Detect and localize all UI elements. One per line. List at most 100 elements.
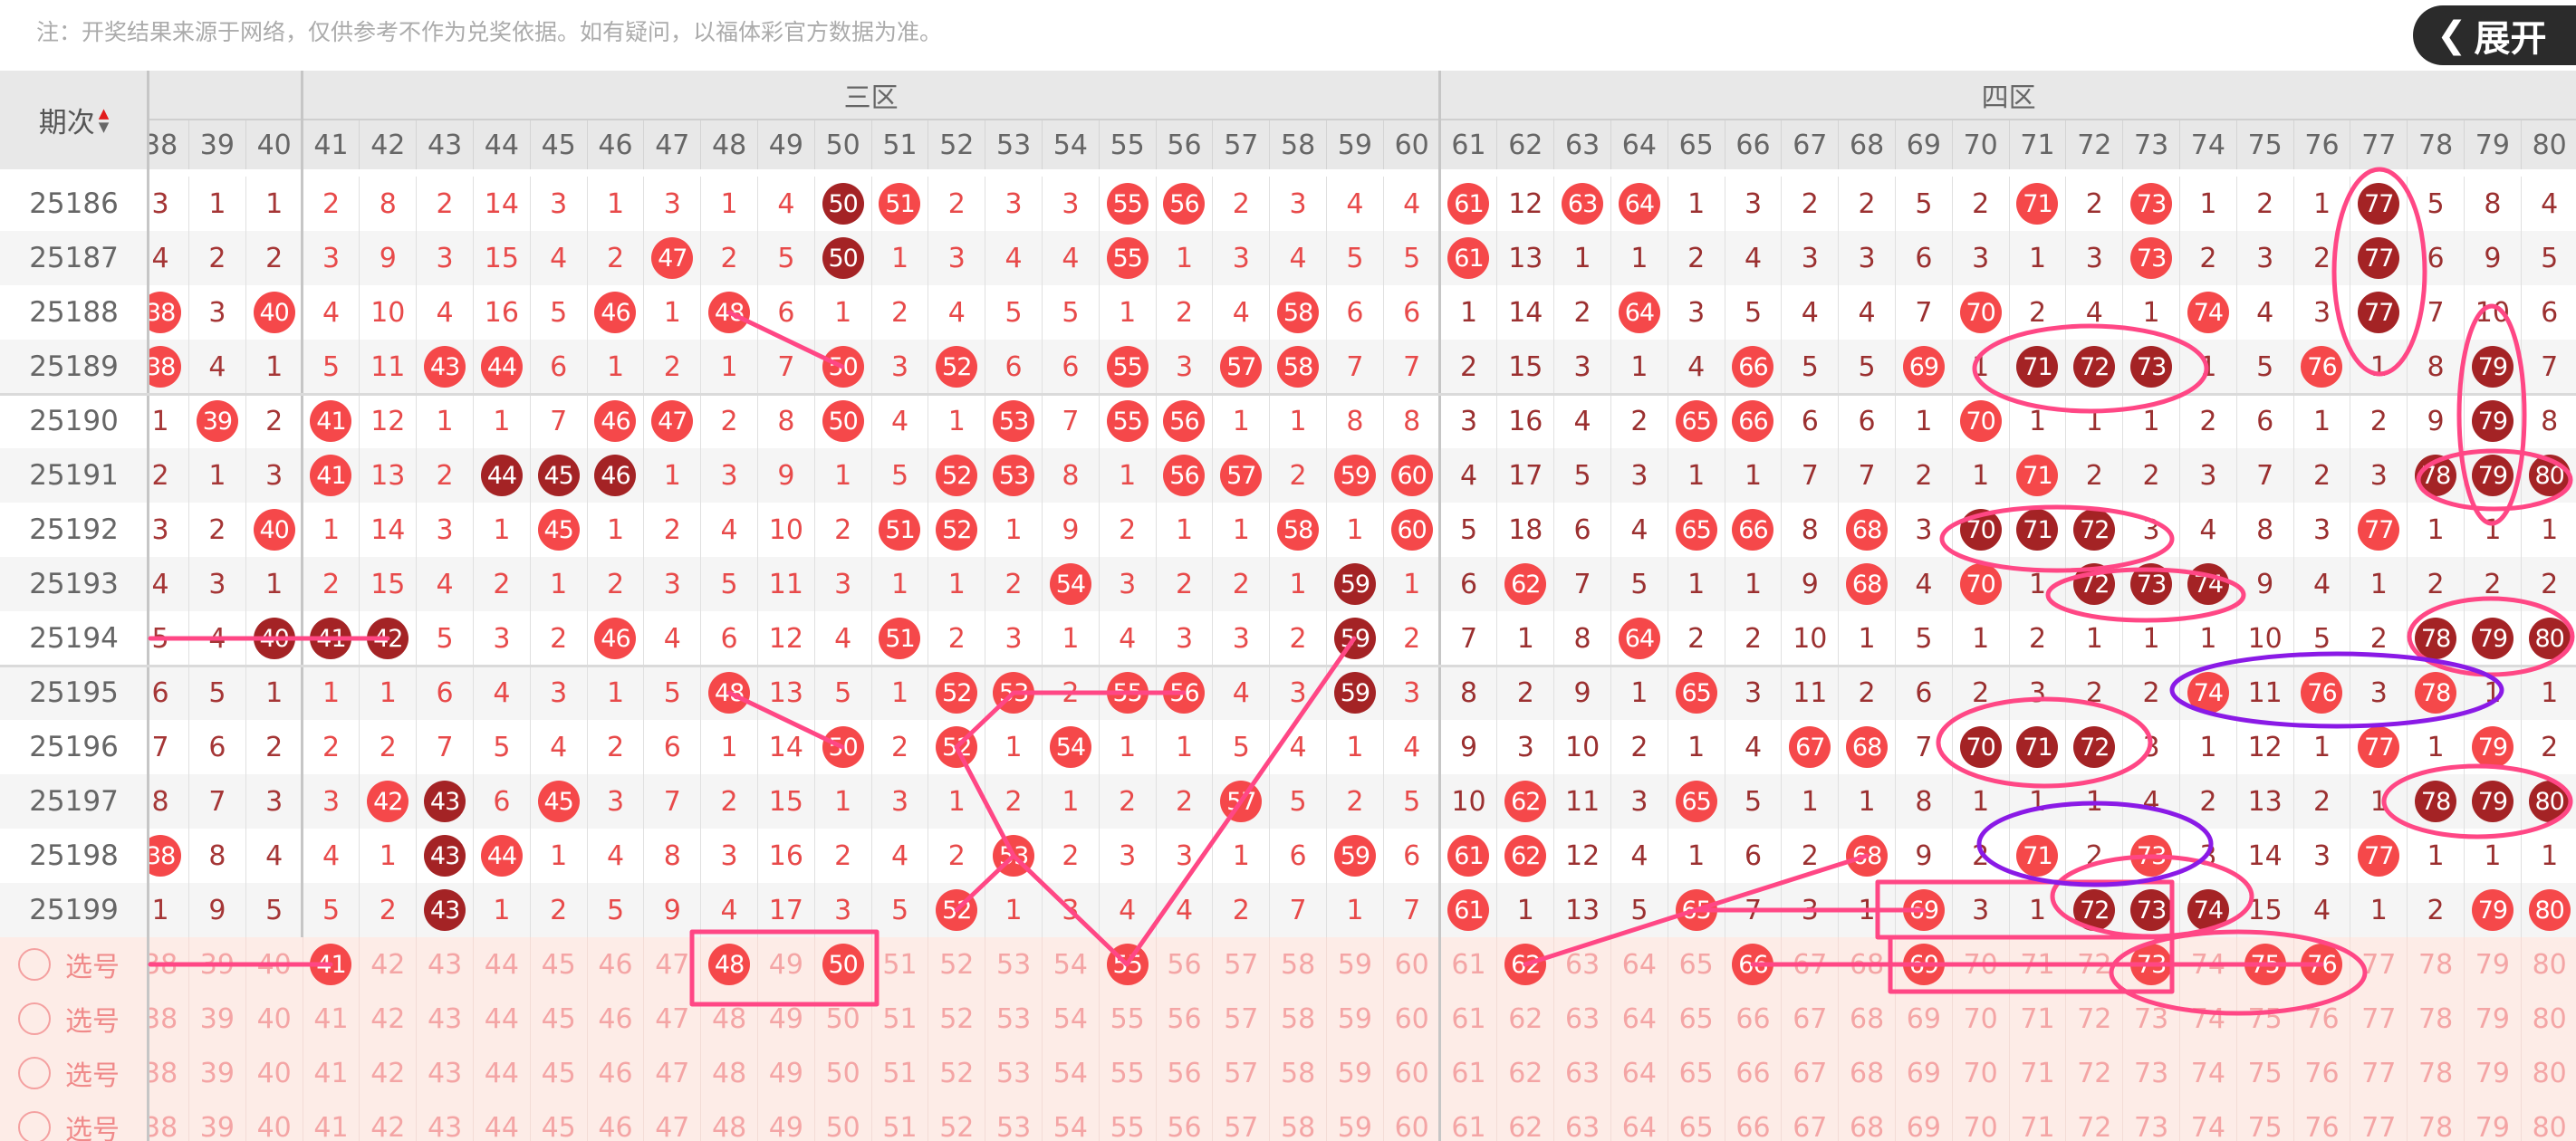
pick-cell[interactable]: 64 [1610, 937, 1668, 992]
pick-cell[interactable]: 48 [700, 992, 757, 1046]
pick-cell[interactable]: 47 [643, 937, 700, 992]
pick-number[interactable]: 65 [1678, 948, 1714, 981]
pick-number[interactable]: 47 [655, 1057, 690, 1089]
pick-number[interactable]: 67 [1793, 1057, 1828, 1089]
pick-cell[interactable]: 72 [2065, 937, 2122, 992]
pick-cell[interactable]: 53 [985, 992, 1042, 1046]
pick-number[interactable]: 53 [995, 948, 1032, 981]
pick-number[interactable]: 73 [2133, 1111, 2169, 1141]
pick-number[interactable]: 63 [1564, 948, 1600, 981]
pick-number[interactable]: 77 [2361, 1057, 2397, 1089]
pick-cell[interactable]: 49 [757, 937, 814, 992]
pick-cell[interactable]: 80 [2520, 1100, 2576, 1141]
pick-number[interactable]: 40 [256, 1111, 292, 1141]
pick-cell[interactable]: 58 [1269, 937, 1326, 992]
pick-number[interactable]: 64 [1621, 948, 1657, 981]
pick-number[interactable]: 74 [2190, 1057, 2225, 1089]
pick-cell[interactable]: 76 [2292, 1046, 2350, 1100]
pick-number[interactable]: 51 [882, 1057, 918, 1089]
pick-cell[interactable]: 70 [1951, 937, 2009, 992]
radio-circle-icon[interactable] [18, 1111, 51, 1141]
pick-cell[interactable]: 60 [1382, 1046, 1440, 1100]
pick-cell[interactable]: 51 [870, 937, 928, 992]
pick-cell[interactable]: 75 [2235, 1046, 2293, 1100]
pick-number[interactable]: 57 [1224, 948, 1259, 981]
pick-number[interactable]: 51 [882, 948, 918, 981]
pick-number[interactable]: 56 [1167, 948, 1202, 981]
pick-number[interactable]: 54 [1053, 1057, 1088, 1089]
pick-number[interactable]: 68 [1849, 1111, 1885, 1141]
pick-number[interactable]: 58 [1280, 1002, 1316, 1035]
pick-number[interactable]: 58 [1280, 1057, 1316, 1089]
pick-cell[interactable]: 50 [813, 937, 871, 992]
pick-cell[interactable]: 58 [1269, 992, 1326, 1046]
pick-cell[interactable]: 56 [1155, 1046, 1213, 1100]
pick-cell[interactable]: 79 [2464, 1100, 2521, 1141]
pick-cell[interactable]: 53 [985, 1046, 1042, 1100]
pick-number[interactable]: 60 [1394, 1002, 1429, 1035]
pick-cell[interactable]: 73 [2122, 1046, 2179, 1100]
pick-cell[interactable]: 44 [473, 1100, 530, 1141]
pick-number[interactable]: 55 [1110, 1002, 1145, 1035]
pick-number[interactable]: 60 [1394, 948, 1429, 981]
pick-number[interactable]: 71 [2020, 1002, 2055, 1035]
pick-number[interactable]: 72 [2077, 948, 2112, 981]
pick-cell[interactable]: 58 [1269, 1100, 1326, 1141]
pick-cell[interactable]: 75 [2235, 992, 2293, 1046]
pick-cell[interactable]: 43 [416, 1100, 473, 1141]
pick-cell[interactable]: 75 [2235, 937, 2293, 992]
pick-cell[interactable]: 76 [2292, 1100, 2350, 1141]
pick-cell[interactable]: 51 [870, 992, 928, 1046]
pick-cell[interactable]: 48 [700, 1100, 757, 1141]
pick-cell[interactable]: 78 [2407, 992, 2464, 1046]
selected-number-ball[interactable]: 75 [2244, 944, 2286, 985]
pick-cell[interactable]: 61 [1439, 937, 1497, 992]
pick-number[interactable]: 45 [541, 1111, 576, 1141]
pick-cell[interactable]: 42 [359, 1046, 416, 1100]
pick-cell[interactable]: 79 [2464, 992, 2521, 1046]
selected-number-ball[interactable]: 48 [708, 944, 751, 985]
pick-cell[interactable]: 41 [302, 1046, 360, 1100]
pick-number[interactable]: 79 [2475, 948, 2510, 981]
pick-cell[interactable]: 61 [1439, 1100, 1497, 1141]
selected-number-ball[interactable]: 69 [1902, 944, 1945, 985]
pick-cell[interactable]: 39 [188, 992, 245, 1046]
pick-number[interactable]: 80 [2532, 948, 2567, 981]
pick-row-toggle[interactable]: 选号 [0, 1046, 148, 1100]
pick-cell[interactable]: 73 [2122, 1100, 2179, 1141]
pick-cell[interactable]: 80 [2520, 992, 2576, 1046]
pick-cell[interactable]: 44 [473, 937, 530, 992]
pick-cell[interactable]: 80 [2520, 1046, 2576, 1100]
pick-number[interactable]: 76 [2304, 1057, 2340, 1089]
pick-number[interactable]: 43 [427, 1057, 463, 1089]
pick-cell[interactable]: 71 [2008, 937, 2066, 992]
pick-cell[interactable]: 73 [2122, 992, 2179, 1046]
pick-number[interactable]: 39 [199, 1111, 235, 1141]
pick-cell[interactable]: 62 [1496, 1046, 1553, 1100]
pick-number[interactable]: 55 [1110, 1057, 1145, 1089]
pick-number[interactable]: 78 [2417, 1111, 2454, 1141]
pick-number[interactable]: 40 [256, 1057, 292, 1089]
pick-cell[interactable]: 60 [1382, 937, 1440, 992]
pick-cell[interactable]: 57 [1212, 992, 1269, 1046]
pick-number[interactable]: 68 [1849, 1002, 1885, 1035]
pick-number[interactable]: 66 [1735, 1111, 1771, 1141]
pick-number[interactable]: 68 [1849, 948, 1885, 981]
pick-cell[interactable]: 62 [1496, 937, 1553, 992]
pick-cell[interactable]: 44 [473, 992, 530, 1046]
pick-cell[interactable]: 77 [2350, 937, 2407, 992]
pick-number[interactable]: 63 [1564, 1057, 1600, 1089]
pick-cell[interactable]: 54 [1042, 1046, 1099, 1100]
pick-cell[interactable]: 79 [2464, 1046, 2521, 1100]
pick-cell[interactable]: 63 [1553, 1046, 1610, 1100]
pick-cell[interactable]: 77 [2350, 992, 2407, 1046]
pick-number[interactable]: 47 [655, 1111, 690, 1141]
pick-number[interactable]: 69 [1906, 1057, 1941, 1089]
pick-number[interactable]: 45 [541, 948, 576, 981]
pick-cell[interactable]: 71 [2008, 1046, 2066, 1100]
pick-cell[interactable]: 66 [1724, 992, 1782, 1046]
pick-number[interactable]: 46 [598, 1002, 633, 1035]
pick-number[interactable]: 39 [199, 948, 235, 981]
pick-number[interactable]: 45 [541, 1002, 576, 1035]
pick-cell[interactable]: 57 [1212, 1100, 1269, 1141]
